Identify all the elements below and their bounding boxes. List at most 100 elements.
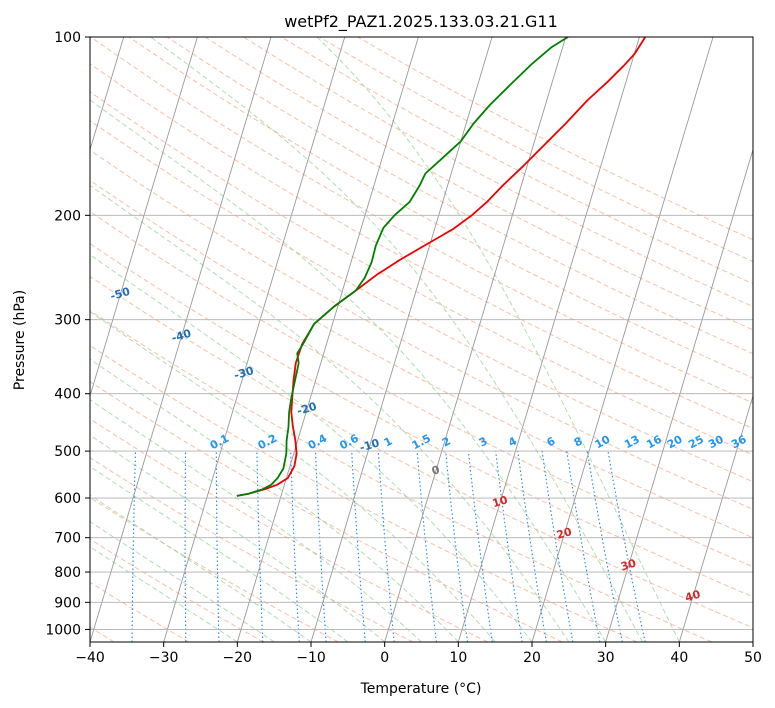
pressure-gridlines: [90, 37, 753, 630]
mixing-ratio-line: [131, 451, 137, 642]
mixing-ratio-label: 0.4: [306, 432, 330, 453]
isotherm-line: [678, 394, 753, 642]
isotherm-label: -40: [170, 327, 193, 345]
y-tick-label: 400: [54, 387, 81, 403]
y-tick-label: 500: [54, 444, 81, 460]
plot-area: -100-90-80-70-60-50-40-30-20-10010203040…: [0, 37, 753, 642]
mixing-ratio-line: [445, 451, 469, 642]
isotherm-line: [384, 37, 567, 642]
isotherm-label: -70: [0, 191, 13, 209]
dry-adiabat: [90, 179, 753, 539]
mixing-ratio-label: 10: [593, 433, 613, 452]
isotherm-line: [90, 37, 272, 642]
moist-adiabat: [316, 37, 680, 642]
mixing-ratio-line: [377, 451, 395, 642]
mixing-ratio-line: [290, 451, 300, 642]
y-tick-label: 100: [54, 30, 81, 46]
mixing-ratio-label: 13: [622, 433, 642, 452]
isotherm-label: -10: [358, 436, 381, 454]
mixing-ratio-line: [215, 451, 220, 642]
isotherm-line: [163, 37, 346, 642]
x-tick-label: 40: [670, 650, 688, 666]
dry-adiabat: [166, 37, 753, 355]
isotherm-line: [90, 37, 198, 398]
dry-adiabat: [90, 120, 753, 483]
y-tick-label: 1000: [45, 622, 81, 638]
dry-adiabat: [357, 37, 753, 241]
isotherm-label: -60: [49, 239, 72, 257]
dry-adiabats: [90, 37, 753, 642]
x-tick-label: 10: [449, 650, 467, 666]
isotherm-line: [310, 37, 493, 642]
moist-adiabat: [90, 310, 496, 642]
dry-adiabat: [90, 91, 753, 456]
dry-adiabat: [90, 210, 753, 568]
dry-adiabat: [90, 457, 414, 642]
y-axis-label: Pressure (hPa): [12, 290, 28, 390]
x-tick-label: 30: [597, 650, 615, 666]
moist-adiabat: [90, 521, 275, 642]
isotherm-label: 30: [619, 557, 638, 574]
y-tick-label: 600: [54, 491, 81, 507]
isotherm-line: [90, 37, 125, 152]
dry-adiabat: [90, 149, 753, 510]
mixing-ratio-line: [256, 451, 264, 642]
mixing-ratio-label: 1.5: [410, 432, 433, 453]
mixing-ratio-label: 3: [477, 434, 490, 449]
y-tick-label: 200: [54, 208, 81, 224]
x-tick-label: −30: [149, 650, 179, 666]
plot-frame: [89, 36, 754, 643]
moist-adiabat: [90, 254, 533, 642]
mixing-ratio-line: [82, 451, 89, 642]
x-tick-label: −40: [75, 650, 105, 666]
moist-adiabat: [90, 546, 238, 642]
dry-adiabat: [90, 344, 638, 642]
dry-adiabat: [281, 37, 753, 285]
moist-adiabat: [90, 99, 607, 642]
x-tick-label: −10: [296, 650, 326, 666]
mixing-ratio-label: 2: [440, 434, 453, 449]
dry-adiabat: [90, 37, 753, 404]
moist-adiabat: [150, 37, 643, 642]
mixing-ratio-line: [495, 451, 523, 642]
mixing-ratio-line: [467, 451, 493, 642]
isotherm-label: 10: [491, 493, 510, 510]
temperature-profile-line: [236, 37, 647, 497]
isotherm-label: 0: [430, 463, 441, 478]
dry-adiabat: [90, 243, 753, 598]
mixing-ratio-line: [416, 451, 437, 642]
dry-adiabat: [128, 37, 753, 379]
dry-adiabat: [90, 381, 563, 642]
mixing-ratio-label: 8: [572, 434, 585, 449]
y-axis-ticks: 1000 900 800 700 600 500 400 300 200 100: [45, 30, 90, 638]
dry-adiabat: [90, 538, 264, 642]
x-tick-label: −20: [223, 650, 253, 666]
x-tick-label: 20: [523, 650, 541, 666]
moist-adiabat: [90, 358, 459, 642]
moist-adiabats: [90, 37, 680, 642]
mixing-ratio-label: 36: [729, 433, 749, 452]
isotherm-line: [531, 37, 714, 642]
mixing-ratio-line: [314, 451, 327, 642]
mixing-ratio-line: [184, 451, 187, 642]
dry-adiabat: [243, 37, 753, 308]
mixing-ratio-line: [517, 451, 547, 642]
mixing-ratio-line: [586, 451, 623, 642]
chart-title: wetPf2_PAZ1.2025.133.03.21.G11: [284, 12, 558, 32]
mixing-ratio-label: 4: [506, 434, 519, 449]
isotherm-label: -20: [295, 400, 318, 418]
isotherm-line: [457, 37, 640, 642]
x-tick-label: 50: [744, 650, 762, 666]
mixing-ratio-label: 20: [665, 433, 685, 452]
isotherm-line: [605, 148, 753, 642]
mixing-ratio-line: [351, 451, 366, 642]
isotherm-label: -50: [109, 285, 132, 303]
mixing-ratio-label: 0.1: [208, 432, 231, 453]
mixing-ratio-label: 6: [545, 434, 558, 449]
moist-adiabat: [90, 465, 349, 642]
mixing-ratio-lines: [82, 451, 646, 642]
mixing-ratio-label: 1: [382, 434, 395, 449]
sounding-series: [236, 37, 647, 497]
y-tick-label: 900: [54, 595, 81, 611]
